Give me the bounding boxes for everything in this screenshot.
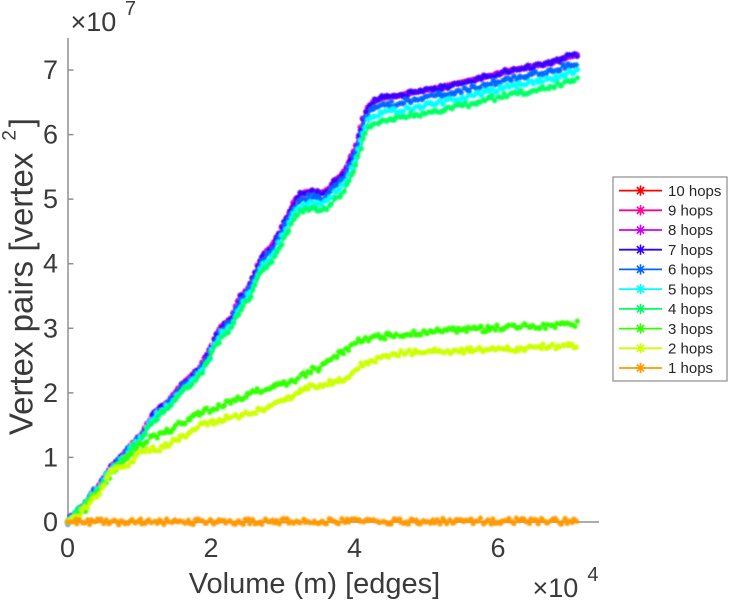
svg-text:7: 7	[43, 55, 58, 85]
svg-text:9 hops: 9 hops	[668, 203, 713, 220]
svg-text:1 hops: 1 hops	[668, 360, 713, 377]
svg-text:10 hops: 10 hops	[668, 183, 721, 200]
svg-text:6 hops: 6 hops	[668, 262, 713, 279]
svg-text:0: 0	[60, 533, 75, 563]
svg-text:2 hops: 2 hops	[668, 341, 713, 358]
svg-text:Volume (m) [edges]: Volume (m) [edges]	[189, 568, 440, 600]
svg-text:Vertex pairs [vertex2]: Vertex pairs [vertex2]	[0, 118, 40, 435]
svg-text:2: 2	[43, 378, 58, 408]
svg-text:4 hops: 4 hops	[668, 301, 713, 318]
svg-text:4: 4	[347, 533, 362, 563]
svg-text:3 hops: 3 hops	[668, 321, 713, 338]
svg-text:5: 5	[43, 184, 58, 214]
svg-text:4: 4	[43, 249, 58, 279]
svg-text:5 hops: 5 hops	[668, 281, 713, 298]
svg-text:6: 6	[43, 120, 58, 150]
svg-text:2: 2	[203, 533, 218, 563]
svg-text:7 hops: 7 hops	[668, 242, 713, 259]
svg-text:0: 0	[43, 507, 58, 537]
svg-text:6: 6	[490, 533, 505, 563]
svg-text:8 hops: 8 hops	[668, 222, 713, 239]
svg-text:3: 3	[43, 313, 58, 343]
svg-text:1: 1	[43, 442, 58, 472]
